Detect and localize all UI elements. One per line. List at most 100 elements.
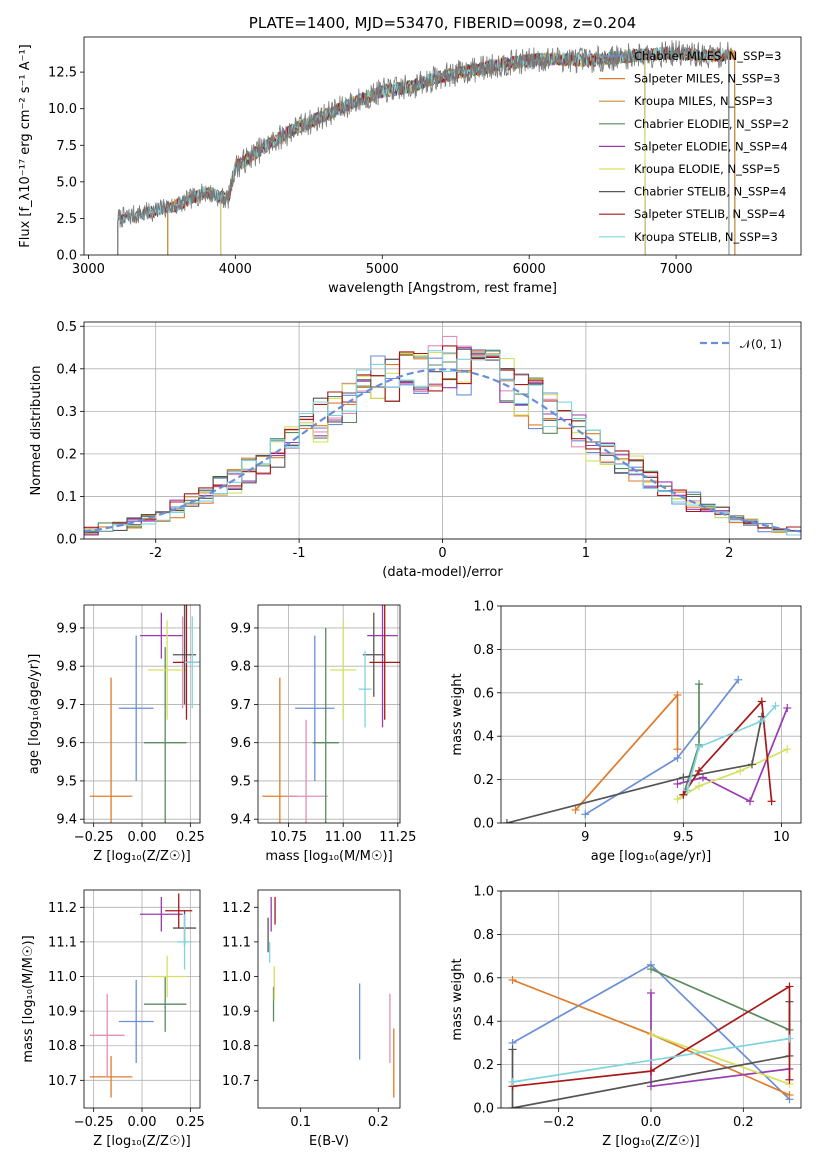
y-tick-label: 0.4 [473, 730, 494, 745]
x-tick-label: 1 [582, 546, 590, 561]
y-tick-label: 7.5 [56, 139, 77, 154]
weight-marker [673, 745, 682, 754]
weight-marker [647, 988, 655, 997]
errorbar-group [89, 893, 197, 1098]
weight-marker [508, 1077, 517, 1086]
y-tick-label: 11.2 [222, 901, 251, 916]
x-axis-label: (data-model)/error [382, 565, 503, 580]
weight-marker [581, 810, 590, 819]
spectrum-title: PLATE=1400, MJD=53470, FIBERID=0098, z=0… [249, 14, 636, 32]
weight-marker [747, 760, 756, 769]
errorbar-point-1 [118, 979, 154, 1064]
y-tick-label: 9.5 [230, 774, 251, 789]
errorbar-point-4 [143, 647, 187, 823]
y-tick-label: 0.6 [473, 971, 494, 986]
x-tick-label: 0.1 [290, 1115, 311, 1130]
weight-line-3 [650, 968, 790, 1031]
weight-marker [746, 797, 755, 806]
legend-entry-7: Chabrier STELIB, N_SSP=4 [634, 185, 786, 199]
axes-frame [257, 604, 401, 824]
age-vs-mass-plot: 10.75 11.00 11.25 9.4 9.5 9.6 9.7 9.8 9.9 mass [l… [230, 604, 416, 864]
x-tick-label: 11.25 [379, 830, 416, 845]
weight-marker [771, 701, 780, 710]
y-tick-label: 9.9 [230, 621, 251, 636]
errorbar-point-5 [367, 605, 398, 728]
y-axis-label: Flux [f_λ10⁻¹⁷ erg cm⁻² s⁻¹ A⁻¹] [18, 44, 33, 248]
weight-marker [757, 717, 766, 726]
histogram-group [84, 335, 801, 536]
y-tick-label: 10.0 [48, 102, 77, 117]
weight-line-5 [677, 748, 788, 800]
age-vs-metallicity-plot: −0.25 0.00 0.25 9.4 9.5 9.6 9.7 9.8 9.9 Z [log₁₀(… [27, 604, 205, 864]
legend-entry-5: Salpeter ELODIE, N_SSP=4 [634, 139, 788, 153]
x-tick-label: 5000 [366, 262, 399, 277]
weight-line-8 [512, 1037, 790, 1083]
errorbar-point-5 [140, 612, 183, 659]
y-tick-label: 0.2 [473, 773, 494, 788]
mass-vs-extinction-plot: 0.1 0.2 10.7 10.8 10.9 11.0 11.1 11.2 E(B-V) [222, 889, 401, 1149]
mass-vs-metallicity-plot: −0.25 0.00 0.25 10.7 10.8 10.9 11.0 11.1 11.2 Z [… [21, 889, 205, 1149]
y-tick-label: 11.2 [48, 901, 77, 916]
y-tick-label: 9.7 [230, 698, 251, 713]
y-tick-label: 0.8 [473, 643, 494, 658]
weight-marker [647, 1030, 655, 1039]
x-tick-label: 0 [438, 546, 446, 561]
x-tick-label: -1 [293, 546, 306, 561]
x-tick-label: 0.25 [176, 830, 205, 845]
y-tick-label: 9.7 [56, 698, 77, 713]
weight-marker [698, 773, 707, 782]
y-tick-label: 0.0 [56, 249, 77, 264]
x-axis-label: wavelength [Angstrom, rest frame] [328, 281, 557, 296]
spectrum-plot: 3000 4000 5000 6000 7000 0.0 2.5 5.0 7.5 10.0 12.5… [18, 14, 802, 296]
observed-spectrum-line [117, 40, 730, 255]
errorbar-point-9 [358, 650, 372, 728]
y-tick-label: 5.0 [56, 175, 77, 190]
y-tick-label: 10.8 [222, 1039, 251, 1054]
weight-marker [736, 766, 745, 775]
weight-marker [502, 819, 511, 823]
x-tick-label: 10.75 [270, 830, 307, 845]
y-axis-label: mass weight [450, 958, 465, 1040]
x-tick-label: −0.25 [74, 830, 114, 845]
x-axis-label: Z [log₁₀(Z/Z☉)] [93, 849, 190, 864]
y-tick-label: 10.9 [48, 1005, 77, 1020]
y-tick-label: 10.7 [222, 1074, 251, 1089]
weight-marker [767, 797, 776, 806]
spectrum-series-group [117, 40, 736, 255]
y-axis-label: Normed distribution [29, 366, 44, 496]
weight-marker [785, 982, 794, 991]
axes-frame [257, 889, 401, 1109]
y-tick-label: 9.4 [56, 813, 77, 828]
y-tick-label: 9.6 [56, 736, 77, 751]
x-axis-label: mass [log₁₀(M/M☉)] [265, 849, 392, 864]
y-tick-label: 0.2 [56, 447, 77, 462]
y-tick-label: 9.6 [230, 736, 251, 751]
y-tick-label: 10.7 [48, 1074, 77, 1089]
y-tick-label: 0.8 [473, 928, 494, 943]
x-tick-label: 0.00 [128, 1115, 157, 1130]
y-tick-label: 0.4 [56, 362, 77, 377]
x-tick-label: 2 [725, 546, 733, 561]
x-tick-label: −0.25 [74, 1115, 114, 1130]
weight-marker [785, 1090, 794, 1099]
spectrum-legend: Chabrier MILES, N_SSP=3 Salpeter MILES, N… [599, 49, 789, 244]
weight-marker [695, 782, 704, 791]
axes-frame [500, 605, 802, 824]
y-tick-label: 9.4 [230, 813, 251, 828]
y-tick-label: 0.1 [56, 490, 77, 505]
y-tick-label: 1.0 [473, 600, 494, 615]
x-tick-label: 4000 [219, 262, 252, 277]
x-tick-label: 0.0 [641, 1115, 662, 1130]
weight-marker [508, 975, 517, 984]
legend-entry-8: Salpeter STELIB, N_SSP=4 [634, 207, 785, 221]
legend-entry-6: Kroupa ELODIE, N_SSP=5 [634, 162, 780, 176]
x-tick-label: -2 [149, 546, 162, 561]
errorbar-point-9 [176, 914, 193, 970]
errorbar-point-1 [295, 635, 335, 781]
errorbar-point-5 [140, 896, 183, 932]
weight-marker [647, 1067, 655, 1076]
x-tick-label: 0.2 [733, 1115, 754, 1130]
y-tick-label: 9.8 [56, 660, 77, 675]
x-axis-label: E(B-V) [309, 1134, 349, 1149]
